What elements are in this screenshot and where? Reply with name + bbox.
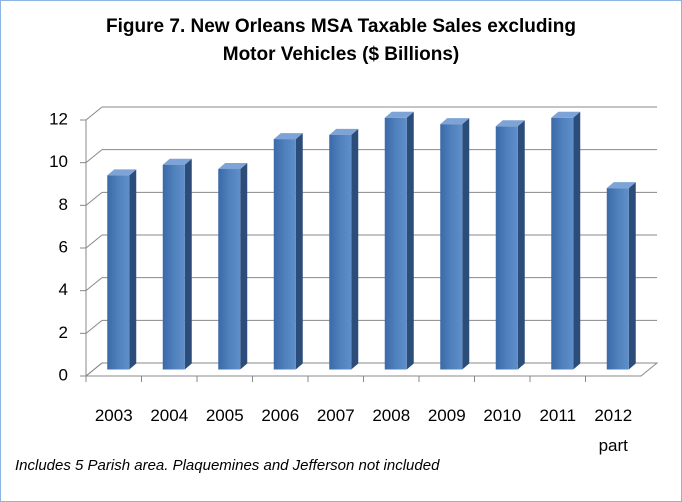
grid-line-side xyxy=(85,191,103,206)
bar-side xyxy=(573,111,581,370)
bar-top xyxy=(162,158,192,165)
bar-top xyxy=(384,111,414,118)
bar-top xyxy=(495,120,525,127)
grid-line-side xyxy=(85,362,103,377)
x-tick-label: 2005 xyxy=(205,406,244,425)
chart-title: Figure 7. New Orleans MSA Taxable Sales … xyxy=(106,16,576,65)
bar-top xyxy=(107,169,137,176)
x-tick-label: 2009 xyxy=(427,406,466,425)
bar-side xyxy=(406,111,414,370)
grid-line-side xyxy=(85,234,103,249)
y-tick-label: 0 xyxy=(59,365,68,384)
bar-side xyxy=(517,120,525,370)
bar-top xyxy=(218,162,248,169)
grid-line-side xyxy=(85,319,103,334)
bar xyxy=(273,139,296,370)
bar-side xyxy=(240,162,248,370)
x-tick-label: 2008 xyxy=(372,406,411,425)
x-tick-label: 2003 xyxy=(94,406,133,425)
bar xyxy=(107,175,130,370)
bar-side xyxy=(462,118,470,370)
y-tick-label: 4 xyxy=(59,280,68,299)
x-tick-label: 2006 xyxy=(261,406,300,425)
bar xyxy=(218,168,241,370)
grid-line-side xyxy=(85,277,103,292)
x-tick-label: 2012 part xyxy=(594,406,633,455)
x-tick-label: 2010 xyxy=(483,406,522,425)
y-tick-label: 8 xyxy=(59,195,68,214)
bar-top xyxy=(440,118,470,125)
bar-top xyxy=(273,133,303,140)
x-tick-label: 2004 xyxy=(150,406,189,425)
grid-line-side xyxy=(85,149,103,164)
bar xyxy=(606,188,629,370)
bar xyxy=(384,117,407,370)
y-tick-label: 6 xyxy=(59,237,68,256)
x-tick-label: 2011 xyxy=(539,406,577,425)
bar xyxy=(329,134,352,370)
bar xyxy=(551,117,574,370)
bar xyxy=(440,124,463,370)
bar-side xyxy=(295,133,303,370)
bar xyxy=(495,126,518,370)
bar-side xyxy=(628,182,636,370)
y-tick-label: 10 xyxy=(49,152,68,171)
y-tick-label: 2 xyxy=(59,323,68,342)
bar xyxy=(162,164,185,370)
y-tick-label: 12 xyxy=(49,109,68,128)
footnote: Includes 5 Parish area. Plaquemines and … xyxy=(15,457,440,474)
x-tick-label: 2007 xyxy=(316,406,355,425)
bar-side xyxy=(129,169,137,370)
bar-top xyxy=(606,182,636,189)
bar-side xyxy=(351,128,359,370)
bar-top xyxy=(329,128,359,135)
bar-side xyxy=(184,158,192,370)
bar-top xyxy=(551,111,581,118)
grid-line-side xyxy=(85,106,103,121)
